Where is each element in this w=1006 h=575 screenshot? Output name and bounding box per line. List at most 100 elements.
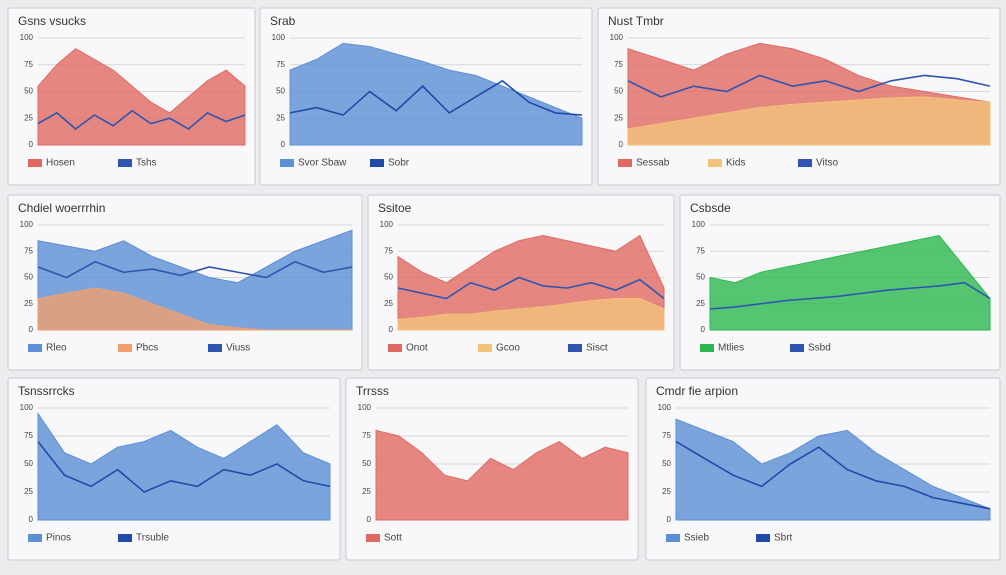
- legend-label: Onot: [406, 343, 428, 354]
- y-tick-label: 0: [281, 140, 286, 149]
- area: [397, 298, 665, 331]
- legend-swatch: [568, 344, 582, 352]
- y-tick-label: 100: [658, 403, 672, 412]
- y-tick-label: 0: [389, 325, 394, 334]
- legend-swatch: [370, 159, 384, 167]
- legend-label: Sobr: [388, 158, 410, 169]
- chart-title: Gsns vsucks: [18, 14, 86, 28]
- y-tick-label: 0: [29, 515, 34, 524]
- legend-label: Sbrt: [774, 533, 793, 544]
- legend-swatch: [700, 344, 714, 352]
- legend-label: Vitso: [816, 158, 838, 169]
- legend-swatch: [790, 344, 804, 352]
- legend-swatch: [388, 344, 402, 352]
- y-tick-label: 0: [29, 325, 34, 334]
- area: [709, 234, 991, 331]
- y-tick-label: 50: [24, 459, 33, 468]
- chart-title: Chdiel woerrrhin: [18, 201, 105, 215]
- y-tick-label: 100: [380, 220, 394, 229]
- y-tick-label: 0: [367, 515, 372, 524]
- y-tick-label: 100: [20, 403, 34, 412]
- y-tick-label: 25: [24, 299, 33, 308]
- y-tick-label: 50: [362, 459, 371, 468]
- legend-label: Hosen: [46, 158, 75, 169]
- legend-label: Rleo: [46, 343, 67, 354]
- y-tick-label: 50: [24, 87, 33, 96]
- chart-title: Cmdr fie arpion: [656, 384, 738, 398]
- y-tick-label: 25: [696, 299, 705, 308]
- chart-title: Tsnssrrcks: [18, 384, 75, 398]
- chart-title: Nust Tmbr: [608, 14, 664, 28]
- y-tick-label: 100: [358, 403, 372, 412]
- legend-label: Trsuble: [136, 533, 169, 544]
- legend-label: Tshs: [136, 158, 157, 169]
- legend-swatch: [28, 159, 42, 167]
- legend-swatch: [756, 534, 770, 542]
- area: [37, 48, 246, 146]
- y-tick-label: 0: [667, 515, 672, 524]
- legend-swatch: [118, 534, 132, 542]
- y-tick-label: 0: [619, 140, 624, 149]
- y-tick-label: 75: [662, 431, 671, 440]
- y-tick-label: 75: [24, 246, 33, 255]
- y-tick-label: 25: [24, 113, 33, 122]
- y-tick-label: 50: [696, 273, 705, 282]
- y-tick-label: 50: [662, 459, 671, 468]
- y-tick-label: 100: [272, 33, 286, 42]
- chart-title: Trrsss: [356, 384, 389, 398]
- y-tick-label: 25: [662, 487, 671, 496]
- line: [709, 281, 991, 310]
- y-tick-label: 75: [24, 431, 33, 440]
- area: [37, 411, 331, 521]
- y-tick-label: 25: [276, 113, 285, 122]
- legend-label: Svor Sbaw: [298, 158, 347, 169]
- line: [397, 276, 665, 300]
- legend-swatch: [208, 344, 222, 352]
- legend-swatch: [666, 534, 680, 542]
- y-tick-label: 25: [362, 487, 371, 496]
- y-tick-label: 0: [701, 325, 706, 334]
- chart-title: Srab: [270, 14, 296, 28]
- line: [37, 109, 246, 130]
- legend-swatch: [618, 159, 632, 167]
- line: [37, 441, 331, 493]
- y-tick-label: 75: [24, 60, 33, 69]
- y-tick-label: 25: [614, 113, 623, 122]
- y-tick-label: 75: [614, 60, 623, 69]
- legend-label: Pinos: [46, 533, 71, 544]
- y-tick-label: 100: [692, 220, 706, 229]
- y-tick-label: 50: [384, 273, 393, 282]
- legend-label: Gcoo: [496, 343, 520, 354]
- y-tick-label: 50: [614, 87, 623, 96]
- line: [37, 260, 353, 279]
- line: [289, 79, 583, 116]
- y-tick-label: 25: [24, 487, 33, 496]
- y-tick-label: 75: [276, 60, 285, 69]
- area: [37, 287, 352, 331]
- legend-label: Pbcs: [136, 343, 158, 354]
- chart-title: Csbsde: [690, 201, 731, 215]
- chart-title: Ssitoe: [378, 201, 412, 215]
- legend-label: Sessab: [636, 158, 670, 169]
- legend-swatch: [280, 159, 294, 167]
- y-tick-label: 75: [696, 246, 705, 255]
- legend-label: Ssbd: [808, 343, 831, 354]
- legend-swatch: [118, 159, 132, 167]
- y-tick-label: 100: [610, 33, 624, 42]
- legend-swatch: [28, 344, 42, 352]
- y-tick-label: 25: [384, 299, 393, 308]
- line: [675, 440, 991, 510]
- area: [675, 418, 991, 521]
- y-tick-label: 75: [384, 246, 393, 255]
- legend-swatch: [366, 534, 380, 542]
- legend-swatch: [28, 534, 42, 542]
- y-tick-label: 50: [276, 87, 285, 96]
- y-tick-label: 100: [20, 220, 34, 229]
- legend-label: Mtlies: [718, 343, 744, 354]
- legend-swatch: [798, 159, 812, 167]
- legend-label: Ssieb: [684, 533, 709, 544]
- y-tick-label: 100: [20, 33, 34, 42]
- area: [375, 429, 629, 521]
- y-tick-label: 75: [362, 431, 371, 440]
